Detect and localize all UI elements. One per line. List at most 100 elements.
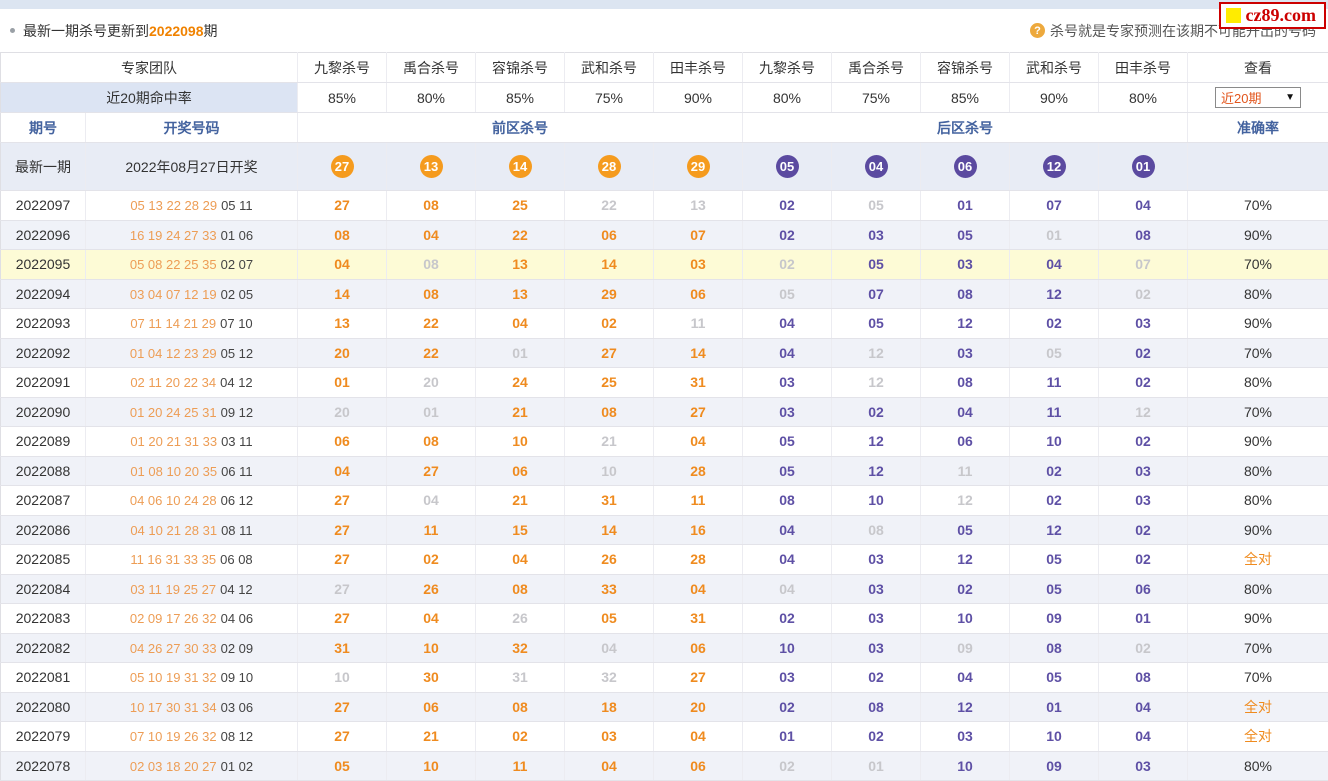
front-kill-cell: 32: [475, 633, 565, 663]
table-row[interactable]: 2022082 04 26 27 30 33 02 09 31 10 32 04 06 10 03…: [0, 633, 1328, 663]
draw-back-numbers: 05 11: [221, 198, 253, 214]
draw-numbers-cell: 04 26 27 30 33 02 09: [85, 633, 298, 663]
draw-back-numbers: 07 10: [220, 316, 253, 332]
back-kill-cell: 01: [1009, 220, 1099, 250]
back-kill-cell: 03: [920, 249, 1010, 280]
period-cell: 2022094: [0, 279, 86, 309]
table-row[interactable]: 2022083 02 09 17 26 32 04 06 27 04 26 05 31 02 03…: [0, 603, 1328, 634]
table-row[interactable]: 2022084 03 11 19 25 27 04 12 27 26 08 33 04 04 03…: [0, 574, 1328, 604]
table-row[interactable]: 2022094 03 04 07 12 19 02 05 14 08 13 29 06 05 07…: [0, 279, 1328, 309]
range-select[interactable]: 近20期 ▼: [1215, 87, 1301, 108]
draw-front-numbers: 01 20 21 31 33: [130, 434, 218, 450]
back-kill-cell: 02: [742, 190, 832, 221]
hit-rate-value: 80%: [386, 82, 476, 113]
table-row[interactable]: 2022093 07 11 14 21 29 07 10 13 22 04 02 11 04 05…: [0, 308, 1328, 339]
front-kill-cell: 04: [653, 426, 743, 457]
back-kill-cell: 02: [742, 692, 832, 722]
front-kill-cell: 27: [297, 190, 387, 221]
experts-header: 专家团队: [0, 52, 298, 83]
front-kill-cell: 31: [297, 633, 387, 663]
table-row[interactable]: 2022080 10 17 30 31 34 03 06 27 06 08 18 20 02 08…: [0, 692, 1328, 722]
draw-back-numbers: 04 12: [220, 375, 253, 391]
period-cell: 2022095: [0, 249, 86, 280]
table-row[interactable]: 2022085 11 16 31 33 35 06 08 27 02 04 26 28 04 03…: [0, 544, 1328, 575]
hit-rate-label: 近20期命中率: [0, 82, 298, 113]
period-cell: 2022087: [0, 485, 86, 516]
front-kill-cell: 22: [386, 338, 476, 368]
accuracy-cell: 80%: [1187, 367, 1328, 398]
table-row[interactable]: 2022088 01 08 10 20 35 06 11 04 27 06 10 28 05 12…: [0, 456, 1328, 486]
accuracy-cell: 70%: [1187, 662, 1328, 693]
table-row[interactable]: 2022087 04 06 10 24 28 06 12 27 04 21 31 11 08 10…: [0, 485, 1328, 516]
latest-back-kill-ball: 04: [864, 155, 888, 178]
page-title-suffix: 期: [203, 22, 218, 39]
latest-back-kill-cell: 06: [920, 142, 1010, 191]
accuracy-cell: 全对: [1187, 721, 1328, 752]
back-kill-cell: 05: [831, 308, 921, 339]
accuracy-cell: 80%: [1187, 456, 1328, 486]
front-kill-cell: 06: [386, 692, 476, 722]
draw-numbers-cell: 05 13 22 28 29 05 11: [85, 190, 298, 221]
back-kill-cell: 02: [1098, 515, 1188, 545]
table-row[interactable]: 2022090 01 20 24 25 31 09 12 20 01 21 08 27 03 02…: [0, 397, 1328, 427]
latest-issue-number: 2022098: [149, 22, 204, 39]
zone-header-row: 期号 开奖号码 前区杀号 后区杀号 准确率: [0, 112, 1328, 143]
back-kill-cell: 11: [920, 456, 1010, 486]
back-kill-cell: 02: [1098, 367, 1188, 398]
table-row[interactable]: 2022097 05 13 22 28 29 05 11 27 08 25 22 13 02 05…: [0, 190, 1328, 221]
front-kill-cell: 26: [386, 574, 476, 604]
back-kill-cell: 02: [831, 721, 921, 752]
period-cell: 2022096: [0, 220, 86, 250]
front-kill-cell: 04: [653, 721, 743, 752]
latest-front-kill-cell: 14: [475, 142, 565, 191]
back-kill-cell: 03: [920, 338, 1010, 368]
front-kill-cell: 06: [653, 751, 743, 781]
period-cell: 2022091: [0, 367, 86, 398]
back-kill-cell: 02: [742, 751, 832, 781]
latest-front-kill-cell: 28: [564, 142, 654, 191]
page-title-prefix: 最新一期杀号更新到: [23, 22, 149, 39]
front-kill-cell: 31: [653, 603, 743, 634]
draw-numbers-cell: 04 10 21 28 31 08 11: [85, 515, 298, 545]
back-kill-cell: 04: [920, 662, 1010, 693]
front-kill-cell: 08: [475, 574, 565, 604]
back-kill-cell: 03: [1098, 308, 1188, 339]
accuracy-cell: 70%: [1187, 249, 1328, 280]
hit-rate-value: 90%: [653, 82, 743, 113]
front-kill-cell: 22: [475, 220, 565, 250]
table-row[interactable]: 2022092 01 04 12 23 29 05 12 20 22 01 27 14 04 12…: [0, 338, 1328, 368]
draw-front-numbers: 05 08 22 25 35: [129, 257, 217, 273]
front-kill-cell: 03: [564, 721, 654, 752]
front-kill-cell: 31: [564, 485, 654, 516]
draw-back-numbers: 01 02: [220, 758, 254, 774]
latest-back-kill-cell: 01: [1098, 142, 1188, 191]
draw-numbers-cell: 11 16 31 33 35 06 08: [85, 544, 298, 575]
front-kill-cell: 02: [475, 721, 565, 752]
table-row[interactable]: 2022081 05 10 19 31 32 09 10 10 30 31 32 27 03 02…: [0, 662, 1328, 693]
back-kill-cell: 12: [920, 308, 1010, 339]
accuracy-header: 准确率: [1187, 112, 1328, 143]
latest-front-kill-ball: 28: [597, 155, 621, 178]
front-kill-cell: 14: [653, 338, 743, 368]
back-kill-cell: 05: [742, 456, 832, 486]
table-row[interactable]: 2022078 02 03 18 20 27 01 02 05 10 11 04 06 02 01…: [0, 751, 1328, 781]
accuracy-cell: 80%: [1187, 574, 1328, 604]
expert-column-header: 九黎杀号: [297, 52, 387, 83]
front-kill-cell: 10: [386, 633, 476, 663]
table-row[interactable]: 2022086 04 10 21 28 31 08 11 27 11 15 14 16 04 08…: [0, 515, 1328, 545]
table-row[interactable]: 2022096 16 19 24 27 33 01 06 08 04 22 06 07 02 03…: [0, 220, 1328, 250]
table-row[interactable]: 2022079 07 10 19 26 32 08 12 27 21 02 03 04 01 02…: [0, 721, 1328, 752]
front-kill-cell: 28: [653, 456, 743, 486]
draw-header: 开奖号码: [85, 112, 298, 143]
front-kill-cell: 07: [653, 220, 743, 250]
table-row[interactable]: 2022089 01 20 21 31 33 03 11 06 08 10 21 04 05 12…: [0, 426, 1328, 457]
back-kill-cell: 10: [920, 751, 1010, 781]
hit-rate-value: 80%: [742, 82, 832, 113]
back-kill-cell: 02: [742, 249, 832, 280]
table-row[interactable]: 2022091 02 11 20 22 34 04 12 01 20 24 25 31 03 12…: [0, 367, 1328, 398]
front-kill-cell: 10: [297, 662, 387, 693]
table-row[interactable]: 2022095 05 08 22 25 35 02 07 04 08 13 14 03 02 05…: [0, 249, 1328, 280]
draw-numbers-cell: 03 11 19 25 27 04 12: [85, 574, 298, 604]
site-logo[interactable]: cz89.com: [1218, 2, 1326, 29]
back-kill-cell: 03: [742, 397, 832, 427]
